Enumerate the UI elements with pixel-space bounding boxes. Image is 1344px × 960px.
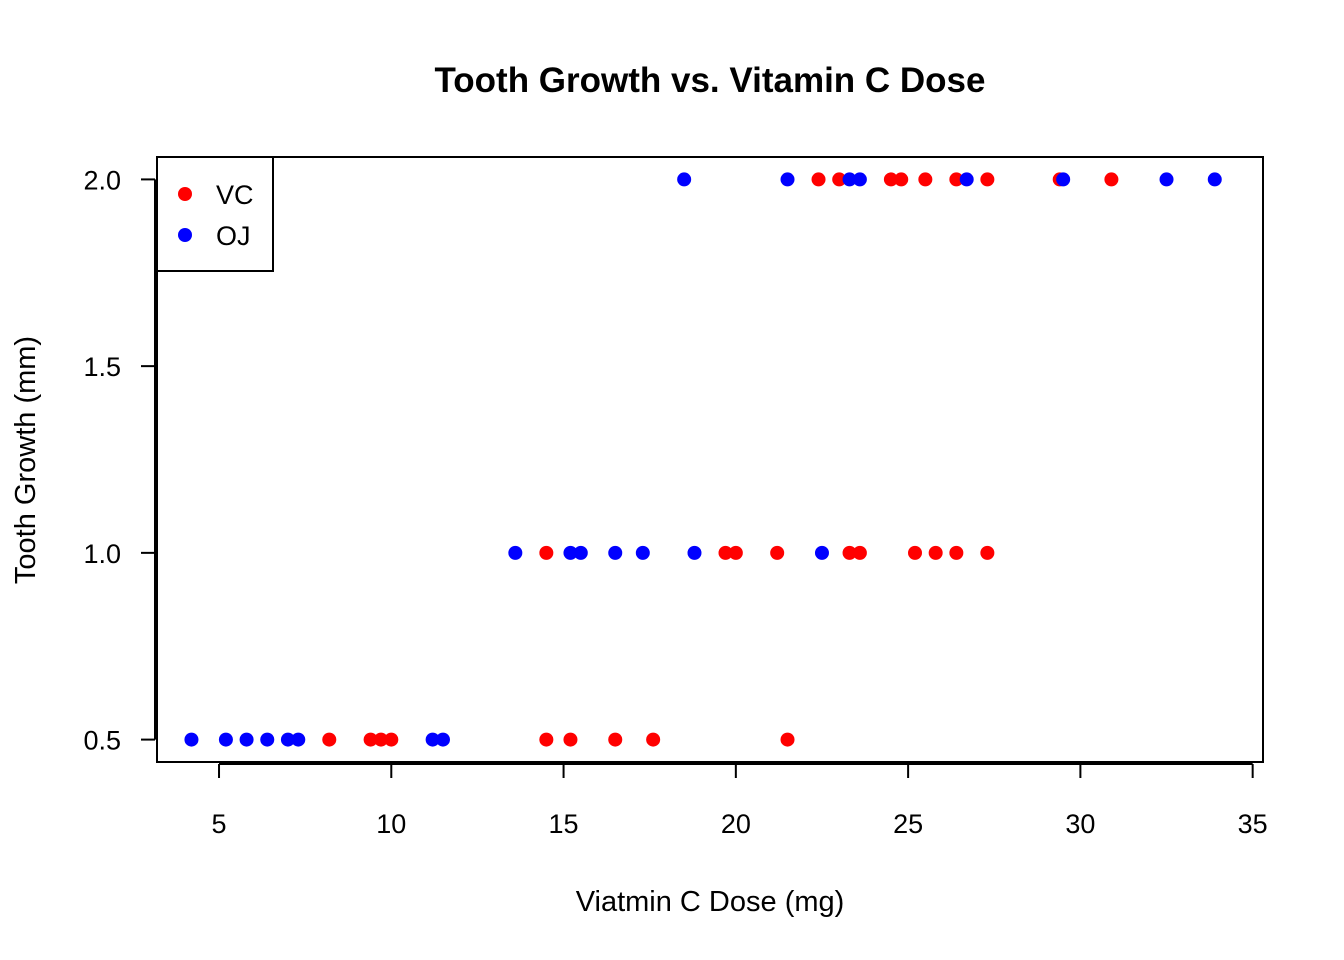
data-point-vc bbox=[384, 732, 399, 747]
data-point-vc bbox=[811, 172, 826, 187]
data-point-oj bbox=[677, 172, 692, 187]
data-point-oj bbox=[184, 732, 199, 747]
data-point-vc bbox=[780, 732, 795, 747]
data-point-vc bbox=[539, 732, 554, 747]
data-point-vc bbox=[1104, 172, 1119, 187]
y-tick-label: 1.5 bbox=[83, 352, 121, 382]
data-points bbox=[184, 172, 1222, 747]
data-point-vc bbox=[908, 545, 923, 560]
data-point-vc bbox=[949, 172, 964, 187]
data-point-vc bbox=[894, 172, 909, 187]
x-tick-label: 5 bbox=[212, 809, 227, 839]
data-point-vc bbox=[646, 732, 661, 747]
chart-title: Tooth Growth vs. Vitamin C Dose bbox=[435, 61, 986, 100]
legend-label-vc: VC bbox=[216, 180, 254, 210]
data-point-vc bbox=[928, 545, 943, 560]
y-tick-label: 1.0 bbox=[83, 539, 121, 569]
data-point-oj bbox=[687, 545, 702, 560]
legend-box bbox=[156, 156, 274, 272]
legend-marker-oj bbox=[178, 228, 192, 242]
y-tick-label: 2.0 bbox=[83, 165, 121, 195]
data-point-oj bbox=[1159, 172, 1174, 187]
data-point-oj bbox=[842, 172, 857, 187]
data-point-vc bbox=[322, 732, 337, 747]
data-point-vc bbox=[373, 732, 388, 747]
data-point-vc bbox=[852, 545, 867, 560]
data-point-vc bbox=[832, 172, 847, 187]
data-point-vc bbox=[363, 732, 378, 747]
data-point-oj bbox=[852, 172, 867, 187]
data-point-oj bbox=[635, 545, 650, 560]
data-point-vc bbox=[949, 545, 964, 560]
legend: VC OJ bbox=[156, 156, 274, 272]
x-tick-label: 35 bbox=[1238, 809, 1268, 839]
data-point-oj bbox=[608, 545, 623, 560]
data-point-vc bbox=[842, 545, 857, 560]
data-point-vc bbox=[728, 545, 743, 560]
data-point-oj bbox=[814, 545, 829, 560]
data-point-oj bbox=[1056, 172, 1071, 187]
x-tick-label: 15 bbox=[549, 809, 579, 839]
plot-area bbox=[156, 156, 1264, 763]
legend-marker-vc bbox=[178, 187, 192, 201]
data-point-vc bbox=[980, 545, 995, 560]
legend-label-oj: OJ bbox=[216, 221, 251, 251]
data-point-oj bbox=[780, 172, 795, 187]
data-point-oj bbox=[435, 732, 450, 747]
x-axis: 5 10 15 20 25 30 35 bbox=[212, 763, 1268, 839]
data-point-oj bbox=[291, 732, 306, 747]
data-point-oj bbox=[280, 732, 295, 747]
data-point-vc bbox=[770, 545, 785, 560]
data-point-oj bbox=[959, 172, 974, 187]
data-point-vc bbox=[539, 545, 554, 560]
data-point-oj bbox=[1207, 172, 1222, 187]
data-point-vc bbox=[980, 172, 995, 187]
x-tick-label: 10 bbox=[376, 809, 406, 839]
data-point-oj bbox=[425, 732, 440, 747]
data-point-oj bbox=[260, 732, 275, 747]
x-tick-label: 20 bbox=[721, 809, 751, 839]
x-tick-label: 30 bbox=[1065, 809, 1095, 839]
data-point-vc bbox=[563, 732, 578, 747]
x-tick-label: 25 bbox=[893, 809, 923, 839]
data-point-oj bbox=[573, 545, 588, 560]
data-point-vc bbox=[883, 172, 898, 187]
data-point-vc bbox=[608, 732, 623, 747]
y-axis-label: Tooth Growth (mm) bbox=[10, 336, 42, 584]
x-axis-label: Viatmin C Dose (mg) bbox=[576, 886, 845, 918]
data-point-oj bbox=[563, 545, 578, 560]
data-point-vc bbox=[918, 172, 933, 187]
y-tick-label: 0.5 bbox=[83, 726, 121, 756]
data-point-vc bbox=[718, 545, 733, 560]
data-point-oj bbox=[508, 545, 523, 560]
y-axis: 0.5 1.0 1.5 2.0 bbox=[83, 165, 156, 756]
data-point-oj bbox=[239, 732, 254, 747]
data-point-oj bbox=[218, 732, 233, 747]
